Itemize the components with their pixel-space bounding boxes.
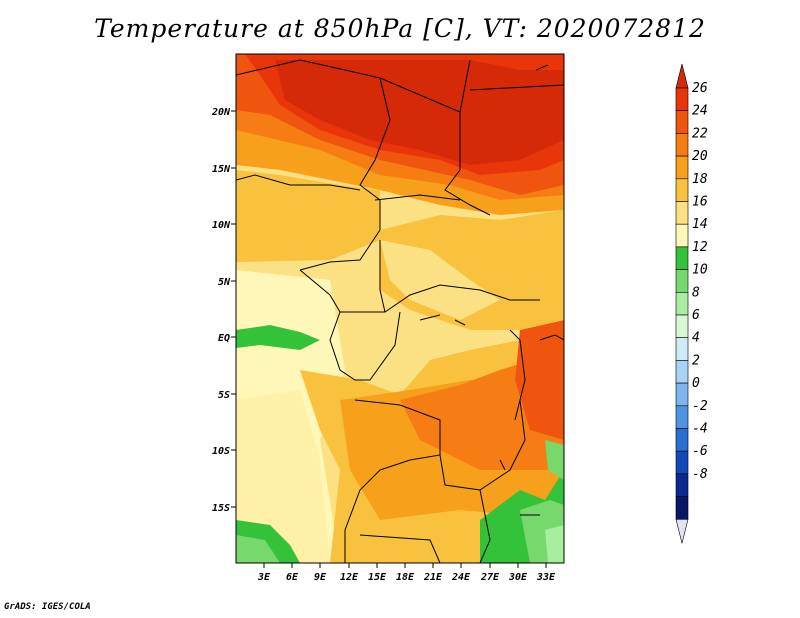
colorbar-segment	[675, 428, 689, 452]
colorbar-segment	[675, 269, 689, 293]
colorbar-label: 16	[692, 195, 708, 210]
colorbar-label: 18	[692, 172, 708, 187]
lon-label-27e: 27E	[480, 572, 500, 583]
colorbar-label: 10	[692, 263, 708, 278]
colorbar-label: 22	[692, 126, 708, 141]
lat-label-10n: 10N	[212, 220, 231, 231]
colorbar-label: 26	[692, 81, 708, 96]
colorbar-label: -8	[692, 467, 708, 482]
colorbar-label: 6	[692, 308, 700, 323]
colorbar-label: 2	[692, 353, 700, 368]
colorbar-segment	[675, 382, 689, 407]
lon-axis: 3E 6E 9E 12E 15E 18E 21E 24E 27E 30E 33E	[257, 563, 556, 583]
colorbar-segment	[675, 155, 689, 180]
lat-label-5n: 5N	[218, 277, 231, 288]
lat-label-10s: 10S	[212, 446, 230, 457]
colorbar-segment	[675, 405, 689, 429]
colorbar-label: 8	[692, 285, 700, 300]
colorbar-segment	[675, 314, 689, 339]
lon-label-3e: 3E	[257, 572, 271, 583]
colorbar-label: 4	[692, 331, 700, 346]
lon-label-21e: 21E	[423, 572, 443, 583]
colorbar-label: 20	[692, 149, 708, 164]
lat-label-20n: 20N	[211, 107, 231, 118]
lon-label-12e: 12E	[340, 572, 359, 583]
colorbar-label: -6	[692, 444, 708, 459]
colorbar-segment	[675, 178, 689, 202]
lon-label-30e: 30E	[508, 572, 528, 583]
colorbar-segment	[675, 337, 689, 361]
lat-label-eq: EQ	[218, 333, 230, 344]
colorbar-segment	[675, 110, 689, 134]
colorbar-segment	[675, 201, 689, 225]
colorbar-segment	[675, 496, 689, 520]
colorbar-label: 24	[692, 104, 708, 119]
lat-label-15s: 15S	[212, 503, 230, 514]
lat-label-15n: 15N	[212, 164, 231, 175]
colorbar-segment	[675, 133, 689, 157]
map-frame	[235, 53, 565, 564]
lon-label-18e: 18E	[396, 572, 415, 583]
map-title: Temperature at 850hPa [C], VT: 202007281…	[94, 14, 706, 43]
colorbar-label: -4	[692, 422, 708, 437]
lon-label-15e: 15E	[368, 572, 387, 583]
colorbar-bottom-arrow	[675, 518, 689, 544]
lon-label-6e: 6E	[286, 572, 299, 583]
temperature-field	[236, 54, 564, 563]
colorbar-segment	[675, 360, 689, 384]
lat-label-5s: 5S	[218, 390, 230, 401]
lon-label-9e: 9E	[314, 572, 327, 583]
colorbar-label: -2	[692, 399, 708, 414]
colorbar-label: 0	[692, 376, 700, 391]
lon-label-24e: 24E	[451, 572, 471, 583]
colorbar-label: 14	[692, 217, 708, 232]
colorbar-segment	[675, 246, 689, 270]
lat-axis: 20N 15N 10N 5N EQ 5S 10S 15S	[211, 107, 236, 514]
colorbar-segment	[675, 223, 689, 248]
colorbar-segment	[675, 450, 689, 475]
grads-credit: GrADS: IGES/COLA	[4, 602, 91, 612]
colorbar-segment	[675, 291, 689, 316]
colorbar-top-arrow	[675, 63, 689, 89]
colorbar-segment	[675, 87, 689, 112]
colorbar-segment	[675, 473, 689, 497]
lon-label-33e: 33E	[536, 572, 556, 583]
colorbar-label: 12	[692, 240, 708, 255]
